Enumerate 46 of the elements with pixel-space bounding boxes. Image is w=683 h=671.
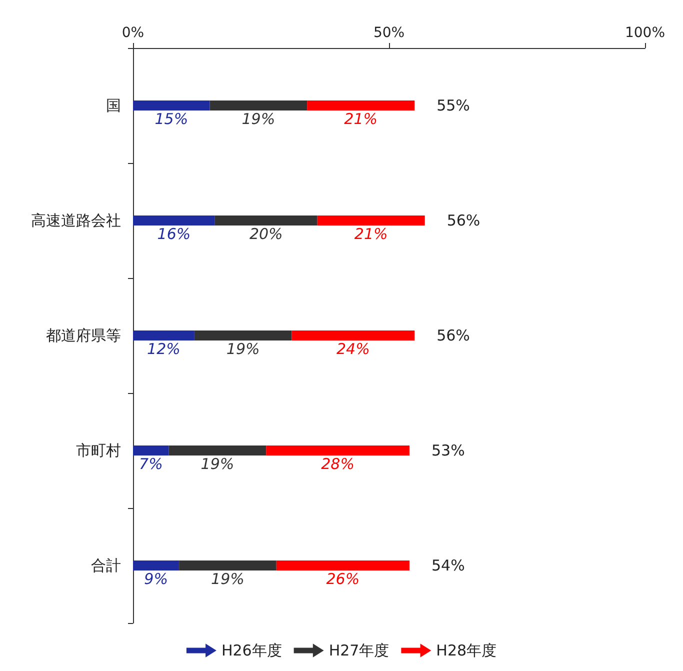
bar xyxy=(168,446,266,456)
x-tick-label: 50% xyxy=(373,25,405,41)
bar xyxy=(133,446,169,456)
x-tick-label: 0% xyxy=(122,25,144,41)
bar xyxy=(214,216,318,226)
bar xyxy=(292,330,415,340)
data-label: 26% xyxy=(326,570,360,588)
x-tick-label: 100% xyxy=(624,25,666,41)
bar xyxy=(276,560,410,570)
total-label: 54% xyxy=(431,556,465,574)
y-tick-label: 市町村 xyxy=(76,442,121,460)
legend-label: H26年度 xyxy=(221,642,282,660)
y-tick-label: 国 xyxy=(106,96,121,114)
data-label: 19% xyxy=(200,455,234,473)
bar xyxy=(133,560,180,570)
data-label: 7% xyxy=(139,455,163,473)
bar xyxy=(317,216,425,226)
data-label: 12% xyxy=(147,340,180,358)
total-label: 53% xyxy=(431,442,465,460)
bar xyxy=(133,100,210,110)
data-label: 19% xyxy=(242,110,276,128)
legend-label: H27年度 xyxy=(328,642,390,660)
y-tick-label: 合計 xyxy=(91,556,121,574)
data-label: 16% xyxy=(157,225,191,243)
data-label: 19% xyxy=(211,570,244,588)
data-label: 9% xyxy=(144,570,168,588)
data-label: 15% xyxy=(154,110,188,128)
legend-label: H28年度 xyxy=(436,642,497,660)
data-label: 19% xyxy=(226,340,260,358)
bar xyxy=(266,446,410,456)
total-label: 56% xyxy=(446,212,480,230)
bar xyxy=(307,100,415,110)
total-label: 55% xyxy=(436,96,470,114)
y-tick-label: 都道府県等 xyxy=(46,326,121,344)
data-label: 21% xyxy=(354,225,388,243)
bar xyxy=(194,330,292,340)
bar xyxy=(210,100,308,110)
data-label: 24% xyxy=(336,340,370,358)
bar xyxy=(133,330,194,340)
y-tick-label: 高速道路会社 xyxy=(31,212,121,230)
data-label: 28% xyxy=(321,455,354,473)
data-label: 20% xyxy=(249,225,283,243)
bar xyxy=(133,216,215,226)
total-label: 56% xyxy=(436,326,470,344)
bar xyxy=(179,560,276,570)
data-label: 21% xyxy=(344,110,378,128)
